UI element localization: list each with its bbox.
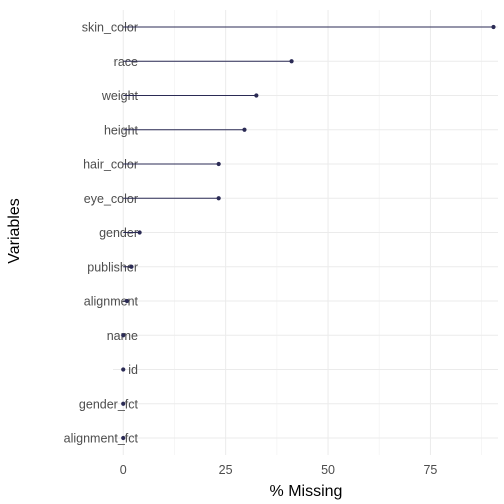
lollipop-point	[129, 264, 134, 269]
lollipop-point	[137, 230, 142, 235]
x-tick-label: 0	[120, 463, 127, 477]
lollipop-point	[121, 435, 126, 441]
x-axis-title: % Missing	[270, 483, 343, 500]
lollipop-point	[254, 93, 259, 98]
lollipop-point	[124, 298, 130, 304]
y-tick-label: hair_color	[83, 158, 138, 172]
y-tick-label: weight	[101, 89, 139, 103]
x-tick-labels: 0 25 50 75	[120, 463, 438, 477]
x-tick-label: 25	[219, 463, 233, 477]
x-tick-label: 75	[423, 463, 437, 477]
y-tick-label: id	[128, 363, 138, 377]
x-tick-label: 50	[321, 463, 335, 477]
y-tick-label: gender	[99, 226, 138, 240]
y-tick-label: alignment_fct	[64, 432, 139, 446]
grid-lines	[113, 10, 498, 455]
lollipop-point	[289, 59, 294, 64]
y-tick-label: gender_fct	[79, 397, 139, 411]
lollipop-point	[242, 127, 247, 132]
lollipop-point	[216, 161, 221, 167]
y-tick-label: eye_color	[84, 192, 138, 206]
y-tick-label: alignment	[84, 295, 139, 309]
lollipop-point	[121, 333, 126, 338]
lollipop-point	[491, 24, 496, 30]
y-tick-label: publisher	[87, 260, 138, 274]
y-axis-title: Variables	[6, 198, 23, 264]
lollipop-marks	[121, 24, 496, 441]
y-tick-label: height	[104, 123, 139, 137]
lollipop-point	[121, 401, 126, 406]
lollipop-point	[121, 367, 126, 372]
y-tick-label: skin_color	[82, 21, 138, 35]
lollipop-point	[216, 196, 221, 201]
